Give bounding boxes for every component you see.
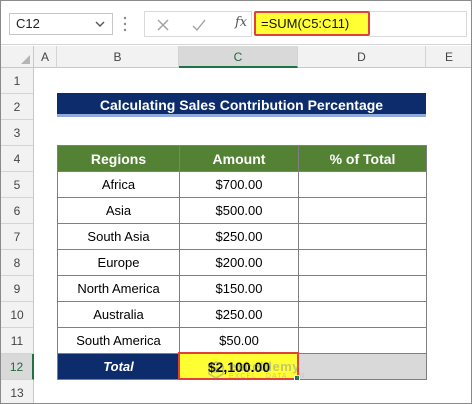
region-cell[interactable]: Australia [57,301,180,328]
row-header-12[interactable]: 12 [1,354,34,380]
more-options-icon[interactable] [123,15,127,33]
column-header-a[interactable]: A [34,46,57,68]
row-header-7[interactable]: 7 [1,224,34,250]
amount-cell[interactable]: $150.00 [179,275,299,302]
amount-cell[interactable]: $200.00 [179,249,299,276]
region-cell[interactable]: Europe [57,249,180,276]
row-header-10[interactable]: 10 [1,302,34,328]
column-header-d[interactable]: D [298,46,426,68]
name-box[interactable]: C12 [9,13,113,35]
table-row: Australia $250.00 [57,301,427,328]
header-amount[interactable]: Amount [179,145,299,172]
table-row: North America $150.00 [57,275,427,302]
pct-cell[interactable] [298,197,427,224]
amount-cell[interactable]: $50.00 [179,327,299,354]
region-cell[interactable]: Asia [57,197,180,224]
column-header-e[interactable]: E [426,46,471,68]
row-header-1[interactable]: 1 [1,68,34,94]
enter-check-icon[interactable] [191,17,207,33]
amount-cell[interactable]: $500.00 [179,197,299,224]
region-cell[interactable]: Africa [57,171,180,198]
table-row: Europe $200.00 [57,249,427,276]
total-pct-cell[interactable] [298,353,427,380]
chevron-down-icon[interactable] [94,18,106,30]
total-amount-cell[interactable]: $2,100.00 [179,353,299,380]
pct-cell[interactable] [298,275,427,302]
formula-controls: fx [144,11,252,37]
formula-input-extension[interactable] [370,11,467,37]
sales-table: Regions Amount % of Total Africa $700.00… [57,145,427,380]
row-header-5[interactable]: 5 [1,172,34,198]
fill-handle[interactable] [294,375,300,381]
row-header-13[interactable]: 13 [1,380,34,403]
amount-cell[interactable]: $250.00 [179,301,299,328]
header-pct-of-total[interactable]: % of Total [298,145,427,172]
amount-cell[interactable]: $250.00 [179,223,299,250]
table-row: South America $50.00 [57,327,427,354]
table-header-row: Regions Amount % of Total [57,145,427,172]
pct-cell[interactable] [298,301,427,328]
row-header-3[interactable]: 3 [1,120,34,146]
row-header-2[interactable]: 2 [1,94,34,120]
region-cell[interactable]: North America [57,275,180,302]
formula-bar: C12 fx =SUM(C5:C11) [1,1,471,45]
table-row: Asia $500.00 [57,197,427,224]
header-regions[interactable]: Regions [57,145,180,172]
total-label-cell[interactable]: Total [57,353,180,380]
row-header-11[interactable]: 11 [1,328,34,354]
pct-cell[interactable] [298,171,427,198]
row-header-4[interactable]: 4 [1,146,34,172]
pct-cell[interactable] [298,223,427,250]
sheet-title[interactable]: Calculating Sales Contribution Percentag… [57,93,426,117]
pct-cell[interactable] [298,249,427,276]
region-cell[interactable]: South Asia [57,223,180,250]
row-header-6[interactable]: 6 [1,198,34,224]
select-all-button[interactable] [1,46,34,68]
name-box-value: C12 [16,16,40,31]
row-header-8[interactable]: 8 [1,250,34,276]
formula-input[interactable]: =SUM(C5:C11) [254,11,370,36]
column-header-c[interactable]: C [179,46,298,68]
row-header-9[interactable]: 9 [1,276,34,302]
column-header-b[interactable]: B [57,46,179,68]
cancel-icon[interactable] [155,17,171,33]
pct-cell[interactable] [298,327,427,354]
total-row: Total $2,100.00 [57,353,427,380]
table-row: Africa $700.00 [57,171,427,198]
amount-cell[interactable]: $700.00 [179,171,299,198]
insert-function-icon[interactable]: fx [235,15,248,30]
table-row: South Asia $250.00 [57,223,427,250]
region-cell[interactable]: South America [57,327,180,354]
